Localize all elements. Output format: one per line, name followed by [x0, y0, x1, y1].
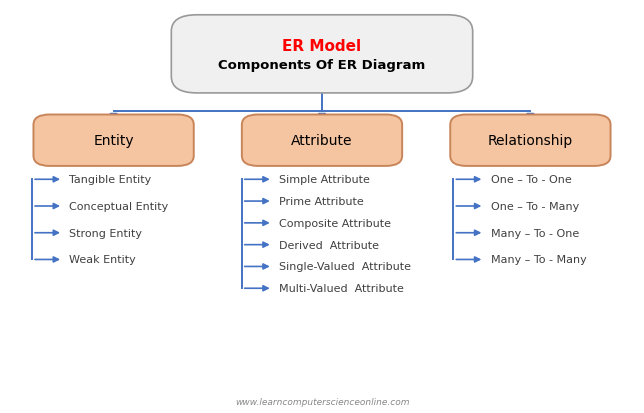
Text: Multi-Valued  Attribute: Multi-Valued Attribute — [279, 284, 404, 294]
Text: One – To - Many: One – To - Many — [491, 202, 579, 211]
Text: Entity: Entity — [93, 134, 134, 148]
Text: One – To - One: One – To - One — [491, 175, 571, 185]
Text: Tangible Entity: Tangible Entity — [70, 175, 151, 185]
Text: Derived  Attribute: Derived Attribute — [279, 240, 379, 250]
FancyBboxPatch shape — [33, 115, 194, 166]
FancyBboxPatch shape — [171, 16, 473, 94]
Text: Attribute: Attribute — [291, 134, 353, 148]
Text: Simple Attribute: Simple Attribute — [279, 175, 370, 185]
FancyBboxPatch shape — [242, 115, 402, 166]
Text: Single-Valued  Attribute: Single-Valued Attribute — [279, 262, 411, 272]
Text: Components Of ER Diagram: Components Of ER Diagram — [218, 59, 426, 71]
Text: Relationship: Relationship — [488, 134, 573, 148]
Text: ER Model: ER Model — [283, 39, 361, 54]
Text: Weak Entity: Weak Entity — [70, 255, 136, 265]
Text: Many – To - Many: Many – To - Many — [491, 255, 587, 265]
Text: Conceptual Entity: Conceptual Entity — [70, 202, 169, 211]
Text: Composite Attribute: Composite Attribute — [279, 218, 391, 228]
Text: Prime Attribute: Prime Attribute — [279, 197, 364, 206]
FancyBboxPatch shape — [450, 115, 611, 166]
Text: www.learncomputerscienceonline.com: www.learncomputerscienceonline.com — [235, 397, 409, 406]
Text: Strong Entity: Strong Entity — [70, 228, 142, 238]
Text: Many – To - One: Many – To - One — [491, 228, 579, 238]
